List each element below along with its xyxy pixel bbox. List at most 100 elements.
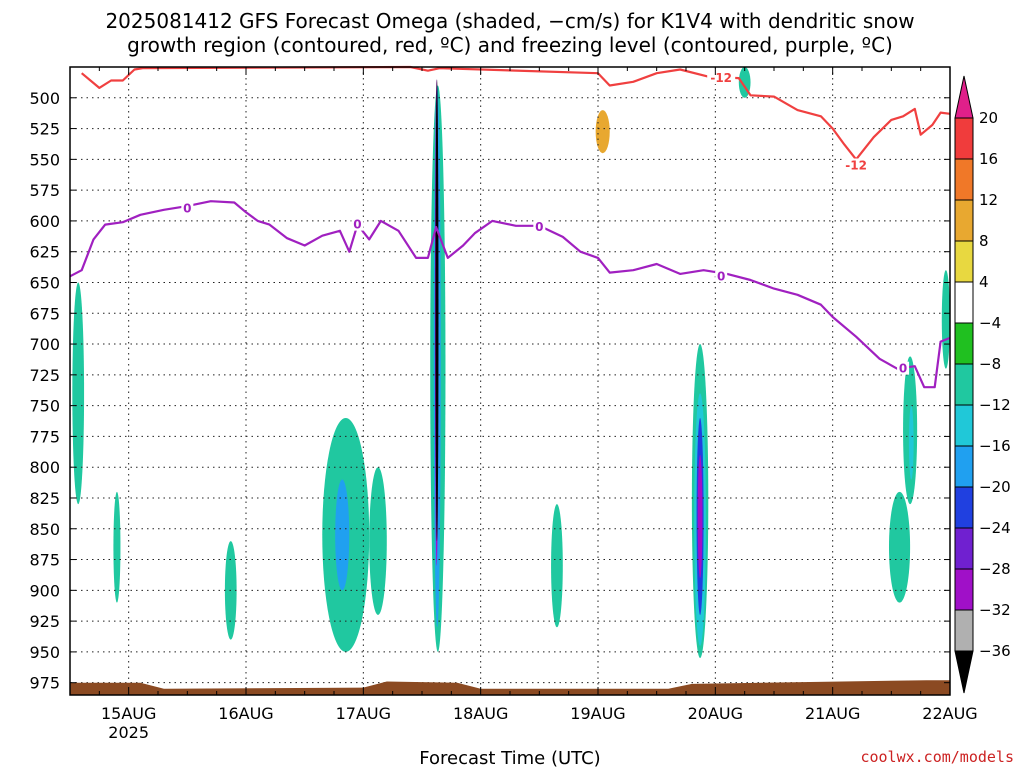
colorbar: 20 16 12 8 4 −4 −8 −12 −16 −20 −24 −28 −32 −36 (954, 75, 1011, 694)
chart-title-line-1: 2025081412 GFS Forecast Omega (shaded, −… (105, 9, 914, 33)
contour-label-bg (181, 201, 194, 215)
colorbar-swatch (954, 158, 974, 201)
contour-label-bg (715, 269, 728, 283)
contour-label: -12 (845, 159, 867, 173)
colorbar-label: 4 (979, 273, 989, 291)
y-tick-label: 850 (29, 520, 60, 539)
contour-label: -12 (710, 71, 732, 85)
y-tick-label: 800 (29, 458, 60, 477)
plot-area: 0 0 0 0 0 -12 -12 (69, 65, 951, 696)
y-tick-label: 875 (29, 551, 60, 570)
colorbar-label: −8 (979, 355, 1001, 373)
contour-line-freezing-level (69, 200, 951, 389)
colorbar-bottom-arrow (954, 650, 974, 694)
contour-label-bg (533, 220, 546, 234)
omega-region-0 (72, 282, 85, 505)
terrain (70, 680, 950, 695)
colorbar-swatch (954, 240, 974, 283)
colorbar-swatch (954, 117, 974, 160)
omega-region-7 (369, 467, 387, 615)
contour-label-bg (897, 361, 910, 375)
omega-region-27 (879, 67, 894, 123)
y-tick-label: 750 (29, 397, 60, 416)
colorbar-swatch (954, 486, 974, 529)
omega-region-12 (435, 79, 439, 542)
omega-region-29 (888, 491, 911, 603)
contour-label: 0 (353, 218, 361, 232)
colorbar-label: −32 (979, 601, 1011, 619)
y-tick-label: 725 (29, 366, 60, 385)
y-tick-label: 925 (29, 612, 60, 631)
y-tick-label: 500 (29, 89, 60, 108)
colorbar-label: −16 (979, 437, 1011, 455)
omega-region-33 (941, 270, 950, 369)
x-tick-label: 22AUG (922, 704, 977, 723)
omega-region-25 (756, 454, 766, 486)
omega-region-8 (422, 257, 432, 418)
colorbar-label: −28 (979, 560, 1011, 578)
credit-link[interactable]: coolwx.com/models (860, 748, 1014, 766)
y-tick-label: 600 (29, 212, 60, 231)
omega-region-18 (595, 110, 610, 154)
y-tick-label: 900 (29, 581, 60, 600)
colorbar-label: 16 (979, 150, 998, 168)
y-tick-label: 975 (29, 674, 60, 693)
colorbar-label: −4 (979, 314, 1001, 332)
colorbar-swatch (954, 322, 974, 365)
contour-label-bg (842, 158, 871, 172)
colorbar-label: −20 (979, 478, 1011, 496)
omega-region-2 (113, 491, 121, 603)
colorbar-swatch (954, 281, 974, 324)
colorbar-label: 20 (979, 109, 998, 127)
y-tick-label: 525 (29, 120, 60, 139)
terrain-fill (70, 680, 950, 695)
colorbar-swatch (954, 445, 974, 488)
colorbar-label: −36 (979, 642, 1011, 660)
x-tick-label: 16AUG (218, 704, 273, 723)
omega-region-26 (856, 153, 866, 252)
colorbar-swatch (954, 199, 974, 242)
omega-region-31 (908, 405, 914, 480)
omega-region-6 (335, 479, 350, 591)
y-tick-label: 700 (29, 335, 60, 354)
x-tick-label: 18AUG (453, 704, 508, 723)
y-tick-label: 825 (29, 489, 60, 508)
colorbar-swatch (954, 527, 974, 570)
chart-title-line-2: growth region (contoured, red, ºC) and f… (127, 33, 893, 57)
colorbar-swatch (954, 404, 974, 447)
x-tick-label: 17AUG (336, 704, 391, 723)
omega-region-22 (697, 454, 703, 579)
omega-region-16 (551, 504, 563, 628)
colorbar-label: −24 (979, 519, 1011, 537)
y-tick-label: 775 (29, 427, 60, 446)
y-tick-label: 950 (29, 643, 60, 662)
contour-label: 0 (717, 269, 725, 283)
y-tick-label: 625 (29, 243, 60, 262)
y-tick-label: 550 (29, 150, 60, 169)
x-tick-sublabel: 2025 (108, 723, 149, 742)
contour-label: 0 (899, 362, 907, 376)
colorbar-label: 8 (979, 232, 989, 250)
contour-label: 0 (183, 202, 191, 216)
omega-region-4 (324, 220, 342, 381)
x-tick-label: 20AUG (688, 704, 743, 723)
y-tick-label: 575 (29, 181, 60, 200)
contour-label: 0 (535, 220, 543, 234)
omega-region-32 (920, 344, 932, 394)
x-tick-label: 19AUG (570, 704, 625, 723)
x-axis-label: Forecast Time (UTC) (419, 748, 600, 768)
omega-region-28 (891, 110, 906, 271)
y-axis: 500 525 550 575 600 625 650 675 700 725 750 775 800 8… (29, 89, 950, 693)
omega-region-23 (689, 67, 706, 271)
omega-region-1 (111, 282, 121, 443)
contour-label-bg (707, 71, 736, 85)
colorbar-swatch (954, 609, 974, 652)
contour-line-dendritic-growth (80, 65, 951, 161)
omega-region-15 (480, 282, 488, 345)
y-tick-label: 675 (29, 304, 60, 323)
colorbar-label: 12 (979, 191, 998, 209)
x-tick-label: 15AUG (101, 704, 156, 723)
